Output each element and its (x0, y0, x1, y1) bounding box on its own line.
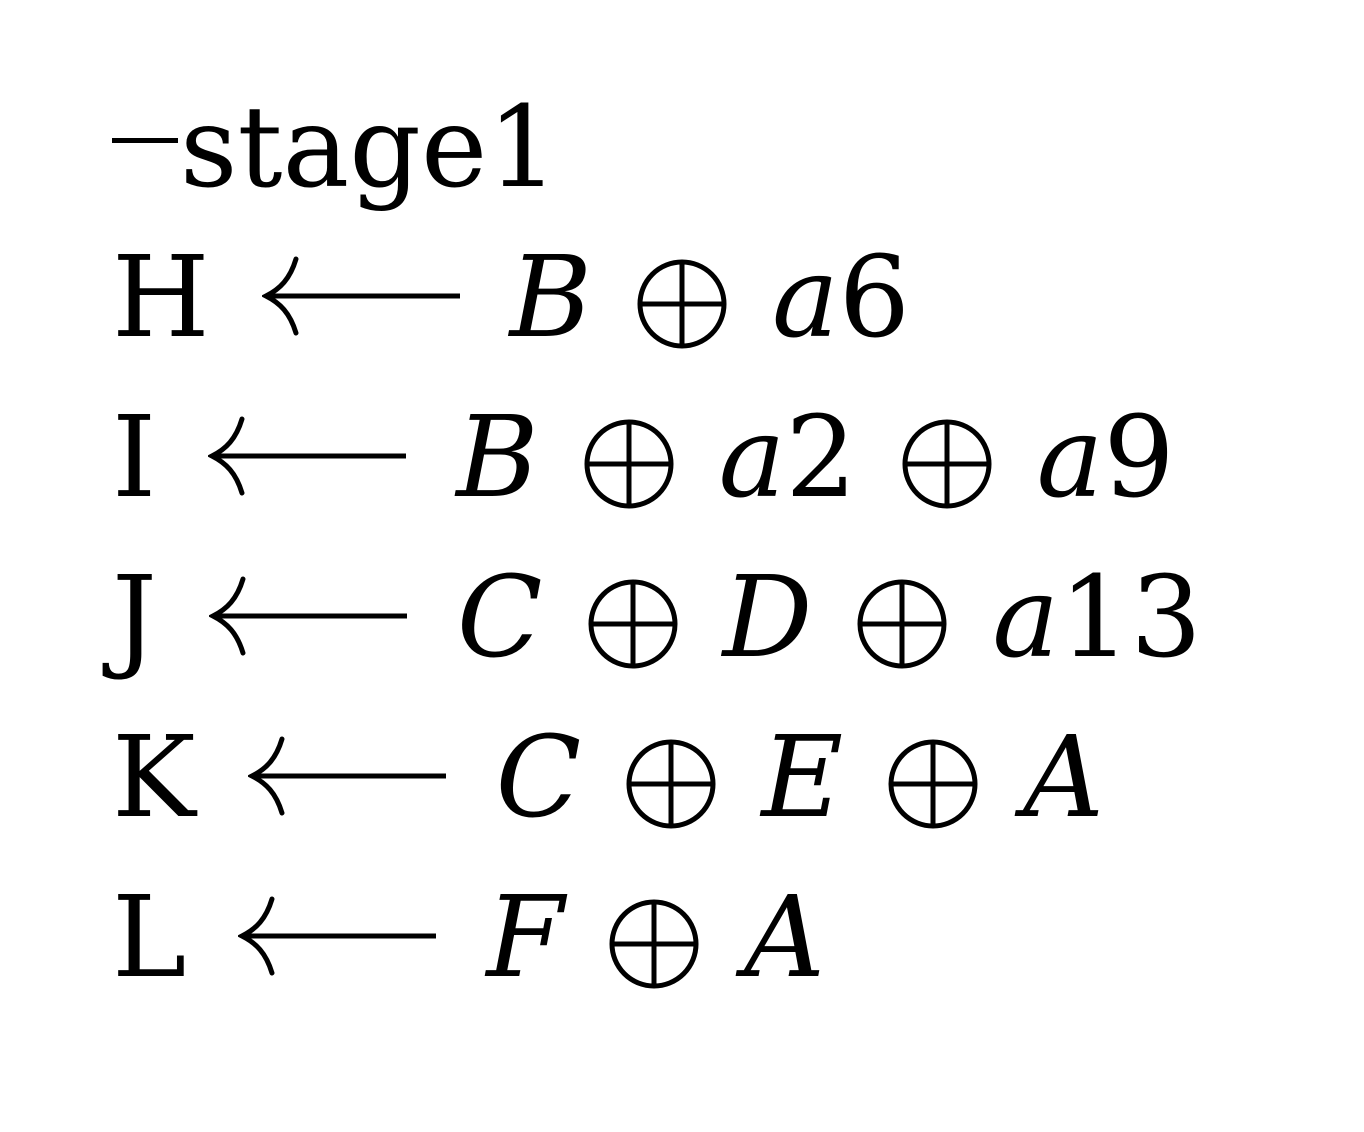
title-dash (112, 137, 178, 143)
equation-term: C (496, 698, 582, 858)
equation-term: C (457, 538, 543, 698)
term-variable: A (1023, 713, 1105, 843)
equation-term: F (486, 858, 564, 1018)
equation-lhs: K (112, 713, 196, 843)
equation-term: E (761, 698, 843, 858)
term-variable: E (761, 713, 844, 843)
circled-plus-icon (856, 578, 948, 670)
equation-lhs: J (112, 553, 157, 683)
term-variable: B (509, 233, 592, 363)
circled-plus-icon (587, 578, 679, 670)
equation-term: a 13 (992, 538, 1201, 698)
circled-plus-icon (901, 418, 993, 510)
term-variable: F (486, 873, 565, 1003)
long-left-arrow-icon (261, 251, 462, 341)
term-index: 2 (785, 393, 857, 523)
term-index: 13 (1059, 553, 1202, 683)
term-variable: A (744, 873, 825, 1003)
term-variable: a (992, 553, 1060, 683)
equation-term: A (1023, 698, 1104, 858)
term-variable: D (722, 553, 813, 683)
circled-plus-icon (625, 738, 717, 830)
stage-title: stage1 (180, 83, 559, 213)
term-variable: a (771, 233, 839, 363)
term-variable: C (456, 553, 543, 683)
long-left-arrow-icon (247, 731, 448, 821)
long-left-arrow-icon (208, 571, 409, 661)
equation-term: D (723, 538, 813, 698)
circled-plus-icon (636, 258, 728, 350)
long-left-arrow-icon (208, 411, 408, 501)
equation-lhs: I (112, 393, 157, 523)
equation-term: B (456, 378, 538, 538)
equation-lhs: L (112, 873, 187, 1003)
stage-title-line: stage1 (112, 78, 1312, 218)
circled-plus-icon (608, 898, 700, 990)
term-variable: B (456, 393, 539, 523)
circled-plus-icon (887, 738, 979, 830)
term-variable: a (718, 393, 786, 523)
term-index: 6 (838, 233, 911, 363)
term-index: 9 (1103, 393, 1175, 523)
long-left-arrow-icon (238, 891, 438, 981)
equation-term: A (744, 858, 825, 1018)
equation-lhs: H (112, 233, 210, 363)
equation-term: B (510, 218, 592, 378)
term-variable: C (495, 713, 582, 843)
circled-plus-icon (583, 418, 675, 510)
term-variable: a (1036, 393, 1104, 523)
